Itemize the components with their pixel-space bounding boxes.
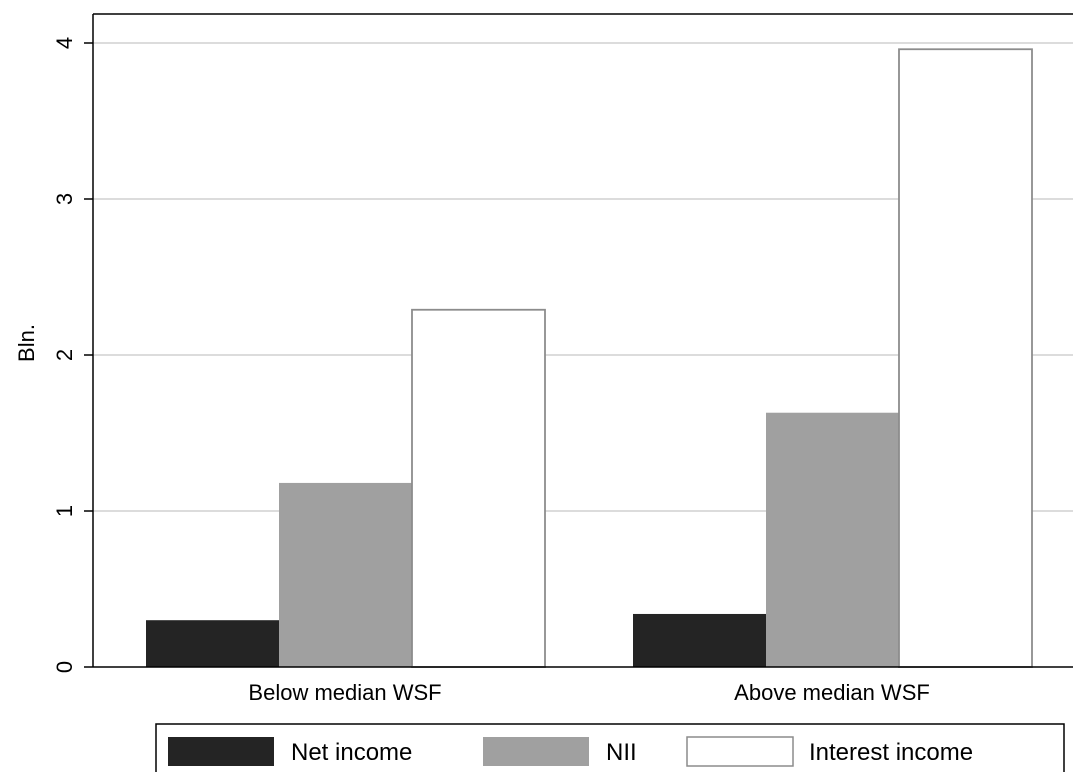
legend-box xyxy=(155,723,1065,772)
legend-swatch-1 xyxy=(483,737,589,766)
y-tick-label-1: 1 xyxy=(52,505,77,517)
legend-label-2: Interest income xyxy=(809,739,973,766)
bar-1-0 xyxy=(633,613,766,667)
y-tick-label-3: 3 xyxy=(52,193,77,205)
legend: Net income NII Interest income xyxy=(155,723,1065,772)
y-tick-label-4: 4 xyxy=(52,37,77,49)
bar-1-1 xyxy=(766,412,899,667)
y-tick-label-2: 2 xyxy=(52,349,77,361)
x-category-labels: Below median WSF Above median WSF xyxy=(248,680,929,705)
legend-label-1: NII xyxy=(606,739,637,766)
axes xyxy=(92,13,1073,668)
bars xyxy=(146,48,1033,668)
legend-label-0: Net income xyxy=(291,739,412,766)
bar-0-2 xyxy=(411,308,546,668)
x-category-label-1: Above median WSF xyxy=(734,680,930,705)
bar-0-0 xyxy=(146,620,279,667)
y-tick-label-0: 0 xyxy=(52,661,77,673)
y-tick-labels: 0 1 2 3 4 xyxy=(52,37,93,673)
x-category-label-0: Below median WSF xyxy=(248,680,441,705)
bar-1-2 xyxy=(898,48,1033,668)
y-axis-label: Bln. xyxy=(14,324,39,362)
bar-0-1 xyxy=(279,482,412,667)
legend-swatch-0 xyxy=(168,737,274,766)
legend-swatch-2 xyxy=(686,736,794,767)
